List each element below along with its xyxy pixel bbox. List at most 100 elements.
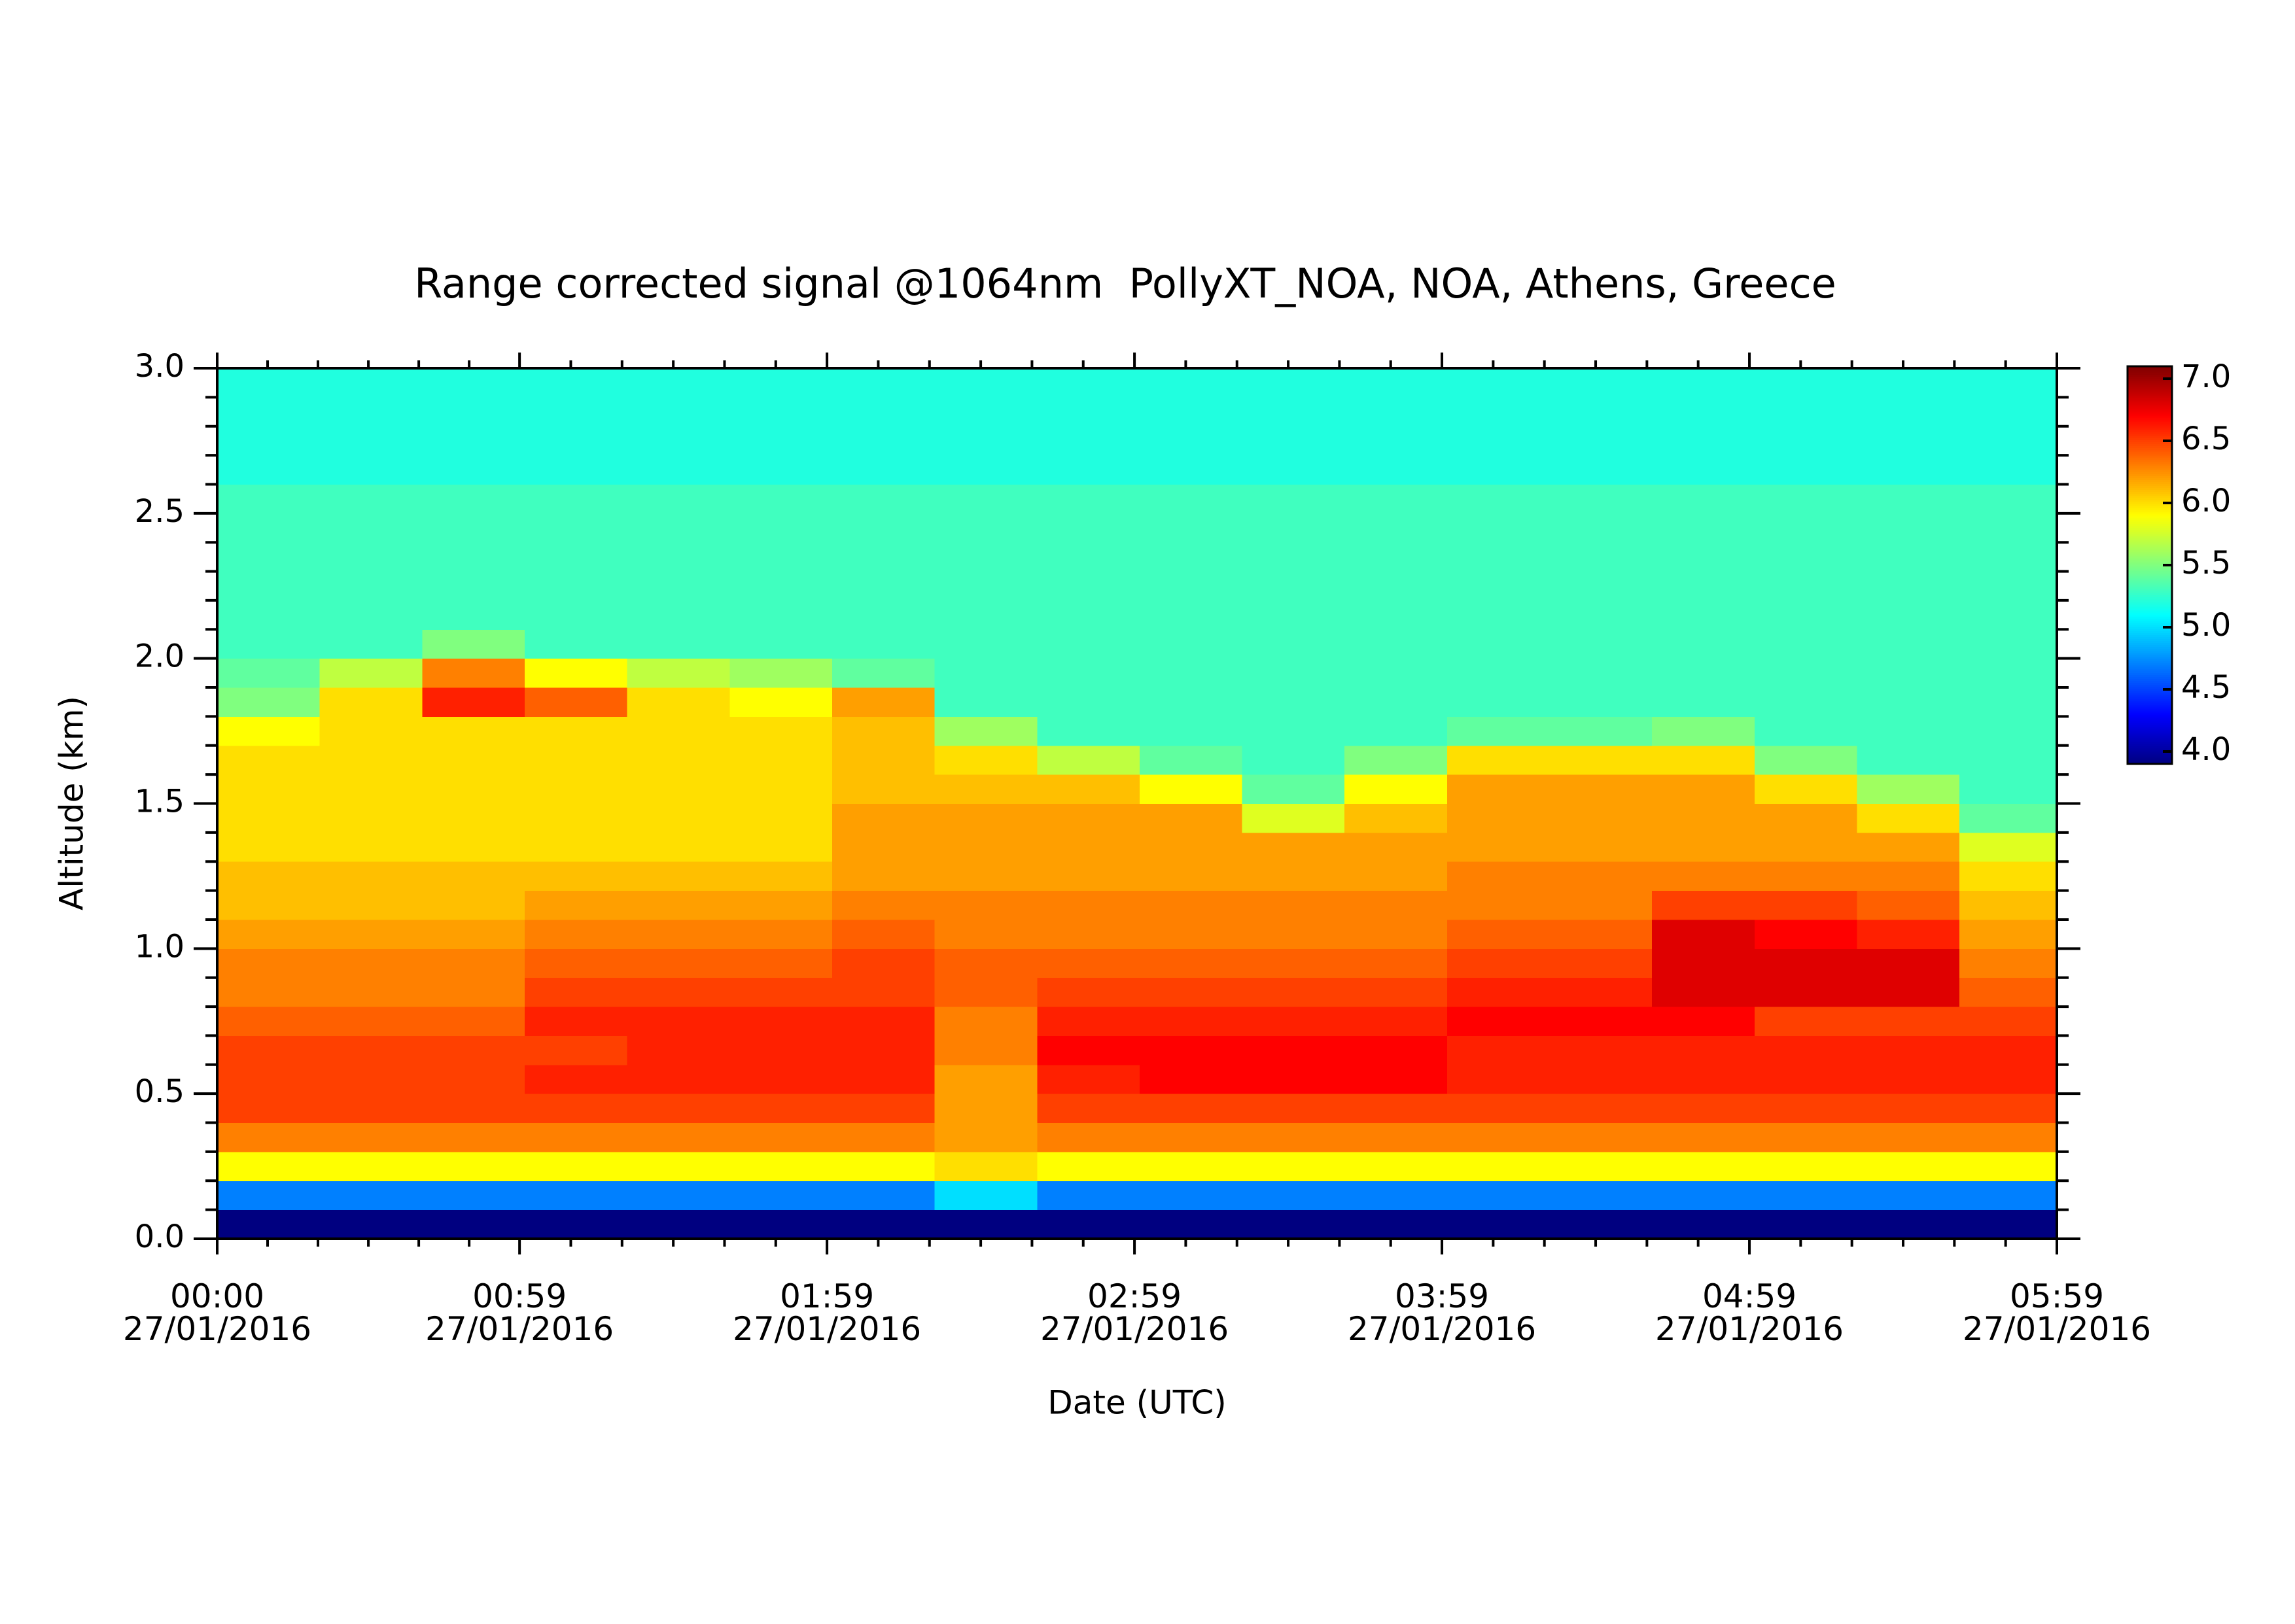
heatmap-cell bbox=[1344, 1007, 1448, 1036]
heatmap-cell bbox=[1242, 745, 1345, 775]
heatmap-cell bbox=[1549, 1181, 1653, 1211]
colorbar-segment bbox=[2128, 644, 2172, 648]
heatmap-cell bbox=[524, 658, 628, 688]
colorbar-segment bbox=[2128, 680, 2172, 683]
heatmap-cell bbox=[934, 1122, 1038, 1152]
heatmap-cell bbox=[524, 1007, 628, 1036]
heatmap-cell bbox=[319, 803, 423, 833]
heatmap-cell bbox=[627, 977, 730, 1007]
colorbar-segment bbox=[2128, 634, 2172, 638]
heatmap-cell bbox=[1139, 1094, 1243, 1124]
colorbar-tick-label: 6.5 bbox=[2181, 421, 2231, 457]
heatmap-cell bbox=[729, 426, 833, 456]
heatmap-cell bbox=[1549, 1209, 1653, 1239]
heatmap-cell bbox=[319, 368, 423, 398]
heatmap-cell bbox=[1959, 803, 2058, 833]
heatmap-cell bbox=[1344, 1122, 1448, 1152]
heatmap-cell bbox=[422, 397, 525, 427]
colorbar-segment bbox=[2128, 740, 2172, 743]
heatmap-cell bbox=[1652, 745, 1755, 775]
colorbar-segment bbox=[2128, 712, 2172, 715]
colorbar-segment bbox=[2128, 658, 2172, 661]
colorbar-segment bbox=[2128, 567, 2172, 570]
heatmap-cell bbox=[832, 1181, 936, 1211]
colorbar-segment bbox=[2128, 434, 2172, 436]
heatmap-cell bbox=[832, 861, 936, 891]
heatmap-cell bbox=[319, 397, 423, 427]
heatmap-cell bbox=[1754, 1035, 1858, 1065]
colorbar-segment bbox=[2128, 720, 2172, 723]
heatmap-cell bbox=[1857, 919, 1960, 949]
heatmap-cell bbox=[1139, 803, 1243, 833]
heatmap-cell bbox=[934, 948, 1038, 978]
heatmap-cell bbox=[422, 861, 525, 891]
heatmap-cell bbox=[934, 542, 1038, 572]
colorbar-segment bbox=[2128, 617, 2172, 619]
heatmap-cell bbox=[1857, 426, 1960, 456]
heatmap-cell bbox=[319, 484, 423, 514]
heatmap-cell bbox=[422, 1122, 525, 1152]
heatmap-cell bbox=[217, 1035, 321, 1065]
x-tick-label: 00:59 27/01/2016 bbox=[425, 1277, 614, 1348]
colorbar-segment bbox=[2128, 698, 2172, 701]
heatmap-cell bbox=[1857, 832, 1960, 862]
heatmap-cell bbox=[1037, 368, 1140, 398]
colorbar-segment bbox=[2128, 752, 2172, 755]
heatmap-cell bbox=[1652, 571, 1755, 601]
colorbar-segment bbox=[2128, 557, 2172, 560]
heatmap-cell bbox=[934, 1007, 1038, 1036]
heatmap-cell bbox=[1242, 1007, 1345, 1036]
heatmap-cell bbox=[1754, 832, 1858, 862]
colorbar-segment bbox=[2128, 372, 2172, 375]
heatmap-cell bbox=[1242, 1094, 1345, 1124]
heatmap-cell bbox=[627, 948, 730, 978]
heatmap-cell bbox=[217, 1094, 321, 1124]
colorbar-segment bbox=[2128, 686, 2172, 689]
heatmap-cell bbox=[524, 948, 628, 978]
colorbar-segment bbox=[2128, 461, 2172, 464]
heatmap-cell bbox=[1652, 455, 1755, 485]
colorbar-segment bbox=[2128, 757, 2172, 761]
heatmap-cell bbox=[1446, 658, 1550, 688]
colorbar-segment bbox=[2128, 559, 2172, 562]
heatmap-cell bbox=[217, 1209, 321, 1239]
heatmap-cell bbox=[319, 571, 423, 601]
colorbar-segment bbox=[2128, 692, 2172, 695]
heatmap-cell bbox=[1037, 687, 1140, 717]
heatmap-cell bbox=[832, 687, 936, 717]
heatmap-cell bbox=[1242, 1151, 1345, 1181]
heatmap-cell bbox=[1242, 803, 1345, 833]
colorbar-segment bbox=[2128, 726, 2172, 729]
colorbar-segment bbox=[2128, 708, 2172, 711]
heatmap-cell bbox=[1446, 832, 1550, 862]
colorbar-segment bbox=[2128, 483, 2172, 486]
colorbar-segment bbox=[2128, 656, 2172, 659]
colorbar-segment bbox=[2128, 748, 2172, 751]
colorbar-tick-label: 5.0 bbox=[2181, 607, 2231, 644]
colorbar-segment bbox=[2128, 440, 2172, 443]
heatmap-cell bbox=[1242, 890, 1345, 920]
heatmap-cell bbox=[832, 1151, 936, 1181]
heatmap-cell bbox=[1037, 1122, 1140, 1152]
heatmap-cell bbox=[832, 484, 936, 514]
heatmap-cell bbox=[627, 513, 730, 543]
heatmap-cell bbox=[422, 629, 525, 659]
colorbar-segment bbox=[2128, 571, 2172, 574]
heatmap-cell bbox=[1652, 803, 1755, 833]
colorbar-segment bbox=[2128, 430, 2172, 432]
heatmap-cell bbox=[1446, 1007, 1550, 1036]
heatmap-cell bbox=[1857, 1035, 1960, 1065]
heatmap-cell bbox=[627, 1007, 730, 1036]
heatmap-cell bbox=[217, 484, 321, 514]
heatmap-cell bbox=[1549, 542, 1653, 572]
heatmap-cell bbox=[319, 774, 423, 804]
heatmap-cell bbox=[1754, 687, 1858, 717]
heatmap-cell bbox=[1652, 368, 1755, 398]
colorbar-segment bbox=[2128, 593, 2172, 596]
heatmap-cell bbox=[1754, 658, 1858, 688]
heatmap-cell bbox=[422, 1007, 525, 1036]
heatmap-cell bbox=[627, 600, 730, 630]
colorbar-segment bbox=[2128, 595, 2172, 598]
heatmap-cell bbox=[1549, 803, 1653, 833]
heatmap-cell bbox=[1242, 1122, 1345, 1152]
